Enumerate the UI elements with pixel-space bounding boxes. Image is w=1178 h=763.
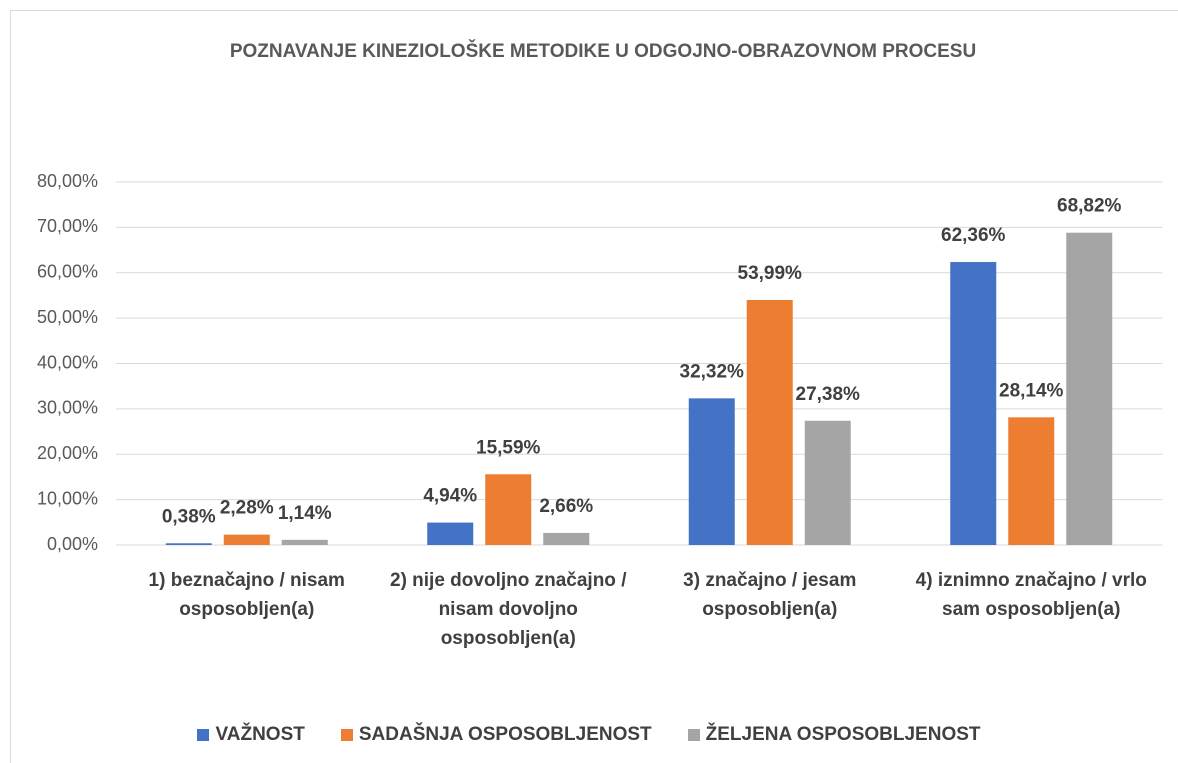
y-tick-label: 50,00% (37, 307, 98, 327)
chart-border (10, 10, 1178, 763)
data-label: 4,94% (423, 486, 477, 507)
y-tick-label: 10,00% (37, 488, 98, 508)
legend-label: SADAŠNJA OSPOSOBLJENOST (358, 724, 652, 745)
y-tick-label: 30,00% (37, 398, 98, 418)
y-tick-label: 0,00% (47, 534, 98, 554)
legend-label: VAŽNOST (215, 724, 305, 745)
x-tick-label: 2) nije dovoljno značajno / nisam dovolj… (390, 570, 627, 649)
legend-label: ŽELJENA OSPOSOBLJENOST (705, 724, 981, 745)
y-tick-label: 20,00% (37, 443, 98, 463)
legend-item: SADAŠNJA OSPOSOBLJENOST (340, 724, 652, 746)
bar (427, 522, 474, 545)
y-tick-label: 40,00% (37, 352, 98, 372)
bar (746, 300, 793, 545)
data-label: 68,82% (1057, 196, 1122, 217)
data-label: 15,59% (476, 437, 541, 458)
bar (543, 532, 590, 545)
legend: VAŽNOST SADAŠNJA OSPOSOBLJENOST ŽELJENA OS… (0, 724, 1178, 746)
bar (950, 262, 997, 545)
legend-swatch (197, 729, 210, 741)
data-label: 28,14% (999, 380, 1064, 401)
data-label: 27,38% (796, 384, 861, 405)
data-label: 0,38% (162, 506, 216, 527)
bar (223, 534, 270, 545)
data-label: 32,32% (680, 361, 745, 382)
x-tick-label: 1) beznačajno / nisam osposobljen(a) (148, 570, 345, 620)
legend-item: VAŽNOST (197, 724, 305, 746)
legend-swatch (340, 729, 353, 741)
bar (165, 543, 212, 545)
data-label: 62,36% (941, 225, 1006, 246)
bar (1008, 417, 1055, 545)
data-label: 53,99% (738, 263, 803, 284)
data-label: 1,14% (278, 503, 332, 524)
data-label: 2,28% (220, 498, 274, 519)
bar (1066, 232, 1113, 545)
x-tick-label: 3) značajno / jesam osposobljen(a) (683, 570, 857, 620)
legend-item: ŽELJENA OSPOSOBLJENOST (687, 724, 981, 746)
chart-title: POZNAVANJE KINEZIOLOŠKE METODIKE U ODGOJ… (230, 40, 976, 62)
bar (688, 398, 735, 545)
y-tick-label: 80,00% (37, 171, 98, 191)
bar (281, 539, 328, 545)
x-tick-label: 4) iznimno značajno / vrlo sam osposoblj… (915, 570, 1147, 620)
data-label: 2,66% (539, 496, 593, 517)
bar (485, 474, 532, 545)
y-tick-label: 60,00% (37, 262, 98, 282)
legend-swatch (687, 729, 700, 741)
y-tick-label: 70,00% (37, 216, 98, 236)
bar (804, 420, 851, 545)
